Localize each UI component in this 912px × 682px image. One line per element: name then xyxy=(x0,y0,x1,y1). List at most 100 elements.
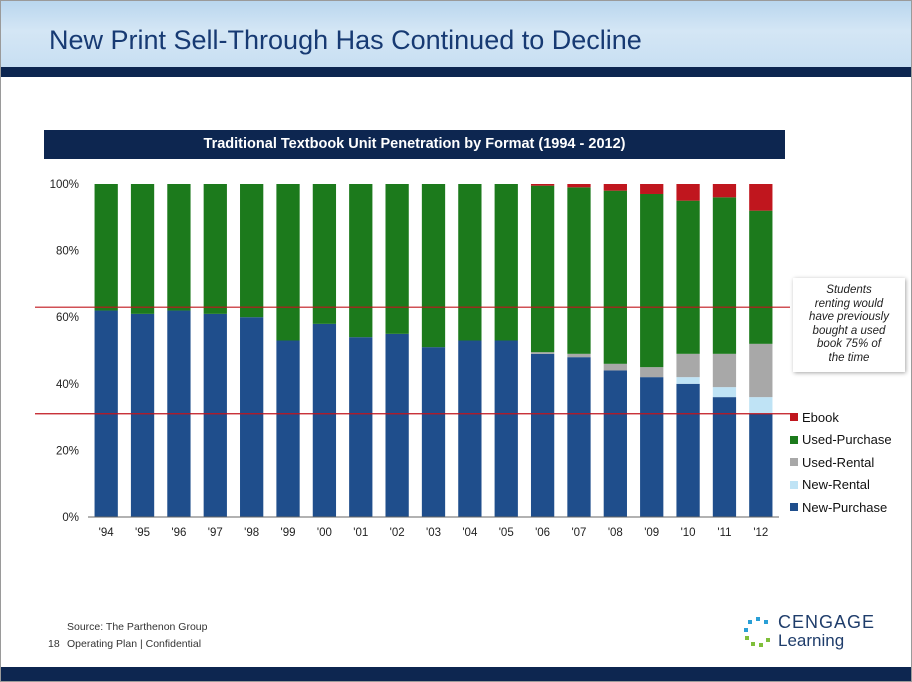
x-tick-label: '05 xyxy=(499,527,514,539)
x-tick-label: '07 xyxy=(571,527,586,539)
legend-label: Used-Purchase xyxy=(802,432,892,448)
bar-segment-ebook xyxy=(749,184,773,211)
bar-segment-new-purchase xyxy=(676,383,700,517)
bar-segment-new-purchase xyxy=(458,340,482,517)
bar-segment-new-purchase xyxy=(567,357,591,517)
x-tick-label: '11 xyxy=(717,527,731,539)
footer-bar xyxy=(1,667,911,681)
x-tick-label: '00 xyxy=(317,527,332,539)
legend-swatch xyxy=(790,413,798,422)
bar-segment-new-purchase xyxy=(749,413,773,517)
bar-segment-used-rental xyxy=(676,353,700,378)
bar-segment-used-purchase xyxy=(167,184,191,311)
bar-segment-used-purchase xyxy=(203,184,227,314)
logo-text-cengage: CENGAGE xyxy=(778,612,876,632)
bar-segment-used-rental xyxy=(567,353,591,358)
bar-segment-new-rental xyxy=(749,397,773,414)
x-tick-label: '98 xyxy=(244,527,259,539)
callout-line: have previously xyxy=(809,311,889,323)
bar-segment-ebook xyxy=(567,184,591,188)
bar-segment-ebook xyxy=(712,184,737,198)
bar-segment-used-purchase xyxy=(567,187,591,354)
bar-segment-new-purchase xyxy=(494,340,518,517)
page-number: 18 xyxy=(48,638,60,650)
bar-segment-ebook xyxy=(640,184,664,194)
cengage-logo-icon xyxy=(744,617,770,647)
bar-segment-used-purchase xyxy=(458,184,482,341)
x-tick-label: '95 xyxy=(135,527,150,539)
x-tick-label: '06 xyxy=(535,527,550,539)
bar-segment-new-rental xyxy=(676,377,700,384)
bar-segment-new-purchase xyxy=(385,333,409,517)
chart-legend: Ebook Used-Purchase Used-Rental New-Rental N… xyxy=(790,406,892,519)
footer-confidential: Operating Plan | Confidential xyxy=(67,638,202,650)
cengage-logo: CENGAGE Learning xyxy=(742,612,876,654)
bar-segment-used-rental xyxy=(603,363,627,371)
bar-segment-used-rental xyxy=(640,367,664,378)
bar-segment-ebook xyxy=(676,184,700,201)
bar-segment-used-purchase xyxy=(530,185,555,353)
callout-line: book 75% of xyxy=(817,338,881,350)
students-renting-callout: Students renting would have previously b… xyxy=(793,278,905,372)
bar-segment-used-purchase xyxy=(421,184,446,348)
legend-item-new-purchase: New-Purchase xyxy=(790,496,892,519)
bar-segment-ebook xyxy=(603,184,627,191)
bar-segment-new-purchase xyxy=(276,340,300,517)
legend-swatch xyxy=(790,503,798,512)
chart-title: Traditional Textbook Unit Penetration by… xyxy=(44,130,785,159)
bar-segment-used-rental xyxy=(530,352,555,354)
x-tick-label: '09 xyxy=(644,527,659,539)
source-note: Source: The Parthenon Group xyxy=(67,621,208,633)
x-tick-label: '03 xyxy=(426,527,441,539)
callout-line: renting would xyxy=(814,297,884,310)
bar-segment-new-purchase xyxy=(640,377,664,517)
bar-segment-used-purchase xyxy=(494,184,518,341)
slide-header: New Print Sell-Through Has Continued to … xyxy=(1,1,911,67)
x-tick-label: '12 xyxy=(753,527,768,539)
y-tick-label: 20% xyxy=(56,445,79,457)
header-divider xyxy=(1,67,911,77)
bar-segment-used-purchase xyxy=(276,184,300,341)
bar-segment-used-purchase xyxy=(349,184,373,338)
bar-segment-used-rental xyxy=(712,353,737,388)
legend-label: Ebook xyxy=(802,409,839,425)
legend-item-used-rental: Used-Rental xyxy=(790,451,892,474)
bar-segment-used-purchase xyxy=(130,184,155,314)
bar-segment-used-purchase xyxy=(640,193,664,368)
x-tick-label: '04 xyxy=(462,527,478,539)
x-tick-label: '08 xyxy=(608,527,623,539)
bar-segment-used-purchase xyxy=(603,190,627,364)
bar-segment-used-purchase xyxy=(712,197,737,354)
bar-segment-new-purchase xyxy=(421,347,446,517)
bar-segment-new-purchase xyxy=(312,323,337,517)
y-tick-label: 100% xyxy=(50,179,79,191)
bar-segment-new-purchase xyxy=(603,370,627,517)
bar-segment-used-purchase xyxy=(385,184,409,334)
bar-segment-new-rental xyxy=(712,387,737,398)
x-tick-label: '96 xyxy=(171,527,186,539)
bar-segment-new-purchase xyxy=(130,313,155,517)
callout-line: the time xyxy=(828,351,870,364)
x-tick-label: '02 xyxy=(390,527,405,539)
bar-segment-used-purchase xyxy=(240,184,264,318)
bar-segment-used-rental xyxy=(749,343,773,398)
bar-segment-new-purchase xyxy=(203,313,227,517)
legend-item-new-rental: New-Rental xyxy=(790,474,892,497)
y-tick-label: 40% xyxy=(56,379,79,391)
legend-item-ebook: Ebook xyxy=(790,406,892,429)
bar-segment-new-purchase xyxy=(530,353,555,517)
legend-swatch xyxy=(790,480,798,489)
logo-text-learning: Learning xyxy=(778,631,845,650)
bar-segment-used-purchase xyxy=(749,210,773,344)
y-tick-label: 80% xyxy=(56,246,79,258)
x-tick-label: '10 xyxy=(681,527,696,539)
bar-segment-new-purchase xyxy=(349,337,373,517)
bar-segment-new-purchase xyxy=(712,397,737,517)
x-tick-label: '99 xyxy=(281,527,296,539)
legend-label: New-Rental xyxy=(802,477,870,493)
x-tick-label: '94 xyxy=(99,527,115,539)
page-title: New Print Sell-Through Has Continued to … xyxy=(49,25,642,55)
bar-segment-used-purchase xyxy=(676,200,700,354)
bar-segment-ebook xyxy=(530,184,555,186)
